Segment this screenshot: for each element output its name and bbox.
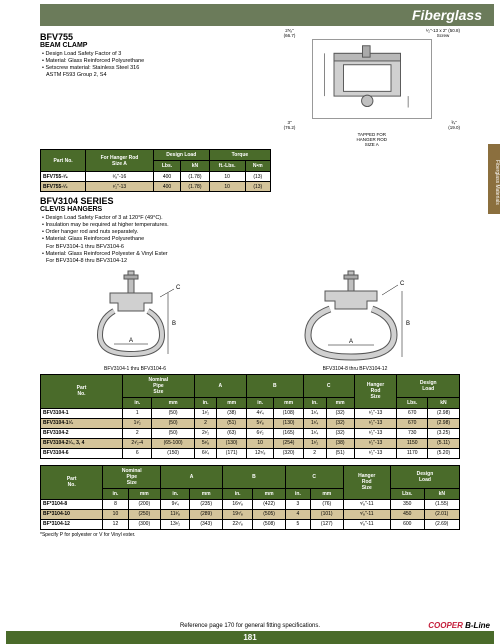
- logo: COOPER B-Line: [428, 621, 490, 630]
- bfv3104-table2: Part No. Nominal Pipe Size A B C Hanger …: [40, 465, 460, 530]
- bfv755-table: Part No. For Hanger Rod Size A Design Lo…: [40, 149, 271, 192]
- bfv755-subtitle: BEAM CLAMP: [40, 42, 271, 49]
- side-tab: Fiberglass Materials: [488, 144, 500, 214]
- diag2-label: BFV3104-8 thru BFV3104-12: [280, 366, 430, 372]
- svg-text:C: C: [400, 281, 405, 287]
- svg-text:A: A: [129, 338, 133, 344]
- svg-text:B: B: [406, 321, 410, 327]
- bfv3104-table1: Part No. Nominal Pipe Size A B C Hanger …: [40, 374, 460, 459]
- svg-text:A: A: [349, 339, 353, 345]
- svg-text:C: C: [176, 285, 181, 291]
- clevis-diagram-2: A B C: [280, 269, 430, 364]
- svg-text:B: B: [172, 321, 176, 327]
- bfv755-bullets: • Design Load Safety Factor of 3 • Mater…: [40, 51, 271, 80]
- page-header: Fiberglass: [40, 4, 494, 26]
- ref-text: Reference page 170 for general fitting s…: [0, 623, 500, 629]
- tap-note: TAPPED FOR HANGER ROD SIZE A: [284, 132, 460, 147]
- bfv3104-title: BFV3104 SERIES: [40, 196, 460, 206]
- bfv755-title: BFV755: [40, 32, 271, 42]
- bfv3104-bullets: • Design Load Safety Factor of 3 at 120°…: [40, 215, 460, 265]
- beam-clamp-diagram: [312, 39, 432, 119]
- diag1-label: BFV3104-1 thru BFV3104-6: [70, 366, 200, 372]
- clevis-diagram-1: A B C: [70, 269, 200, 364]
- footnote: *Specify P for polyester or V for Vinyl …: [40, 532, 460, 538]
- page-number: 181: [6, 631, 494, 644]
- bfv3104-subtitle: CLEVIS HANGERS: [40, 206, 460, 213]
